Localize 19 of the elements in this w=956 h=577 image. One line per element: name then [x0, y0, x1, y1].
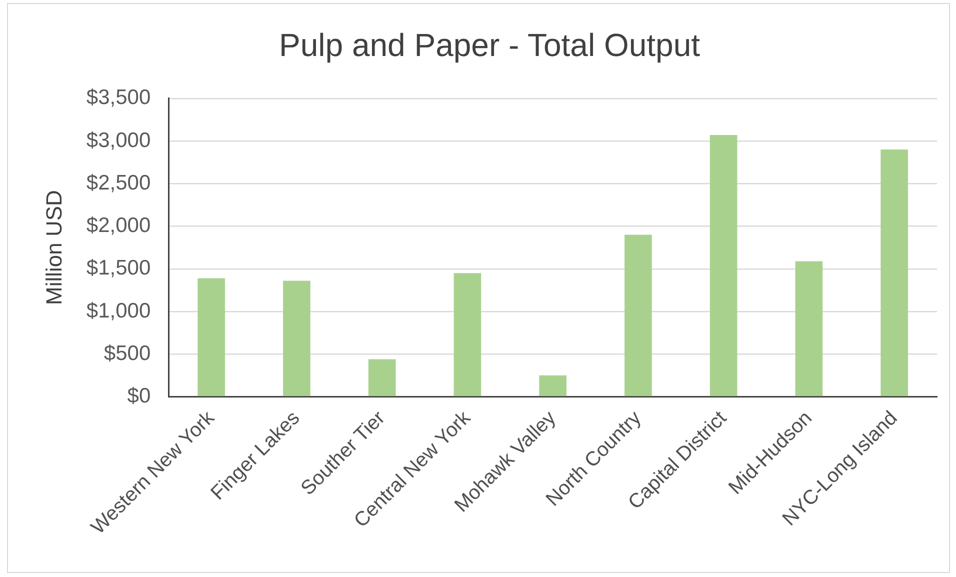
- y-tick-label: $1,500: [86, 256, 151, 280]
- bar: [283, 280, 310, 396]
- chart-title: Pulp and Paper - Total Output: [278, 27, 700, 64]
- y-tick-label: $500: [104, 342, 151, 365]
- bar: [539, 375, 566, 396]
- bar: [198, 278, 225, 396]
- y-tick-label: $3,500: [86, 86, 151, 110]
- y-tick-label: $1,000: [86, 299, 151, 322]
- y-axis-title: Million USD: [41, 190, 66, 306]
- y-tick-label: $2,500: [86, 171, 151, 194]
- bar: [454, 273, 482, 396]
- bar: [368, 359, 396, 396]
- y-tick-label: $3,000: [86, 128, 151, 152]
- y-tick-label: $0: [127, 384, 151, 408]
- y-tick-label: $2,000: [86, 214, 151, 238]
- bar: [880, 150, 908, 396]
- bar: [710, 135, 738, 396]
- bar: [795, 261, 823, 396]
- bar: [624, 234, 652, 396]
